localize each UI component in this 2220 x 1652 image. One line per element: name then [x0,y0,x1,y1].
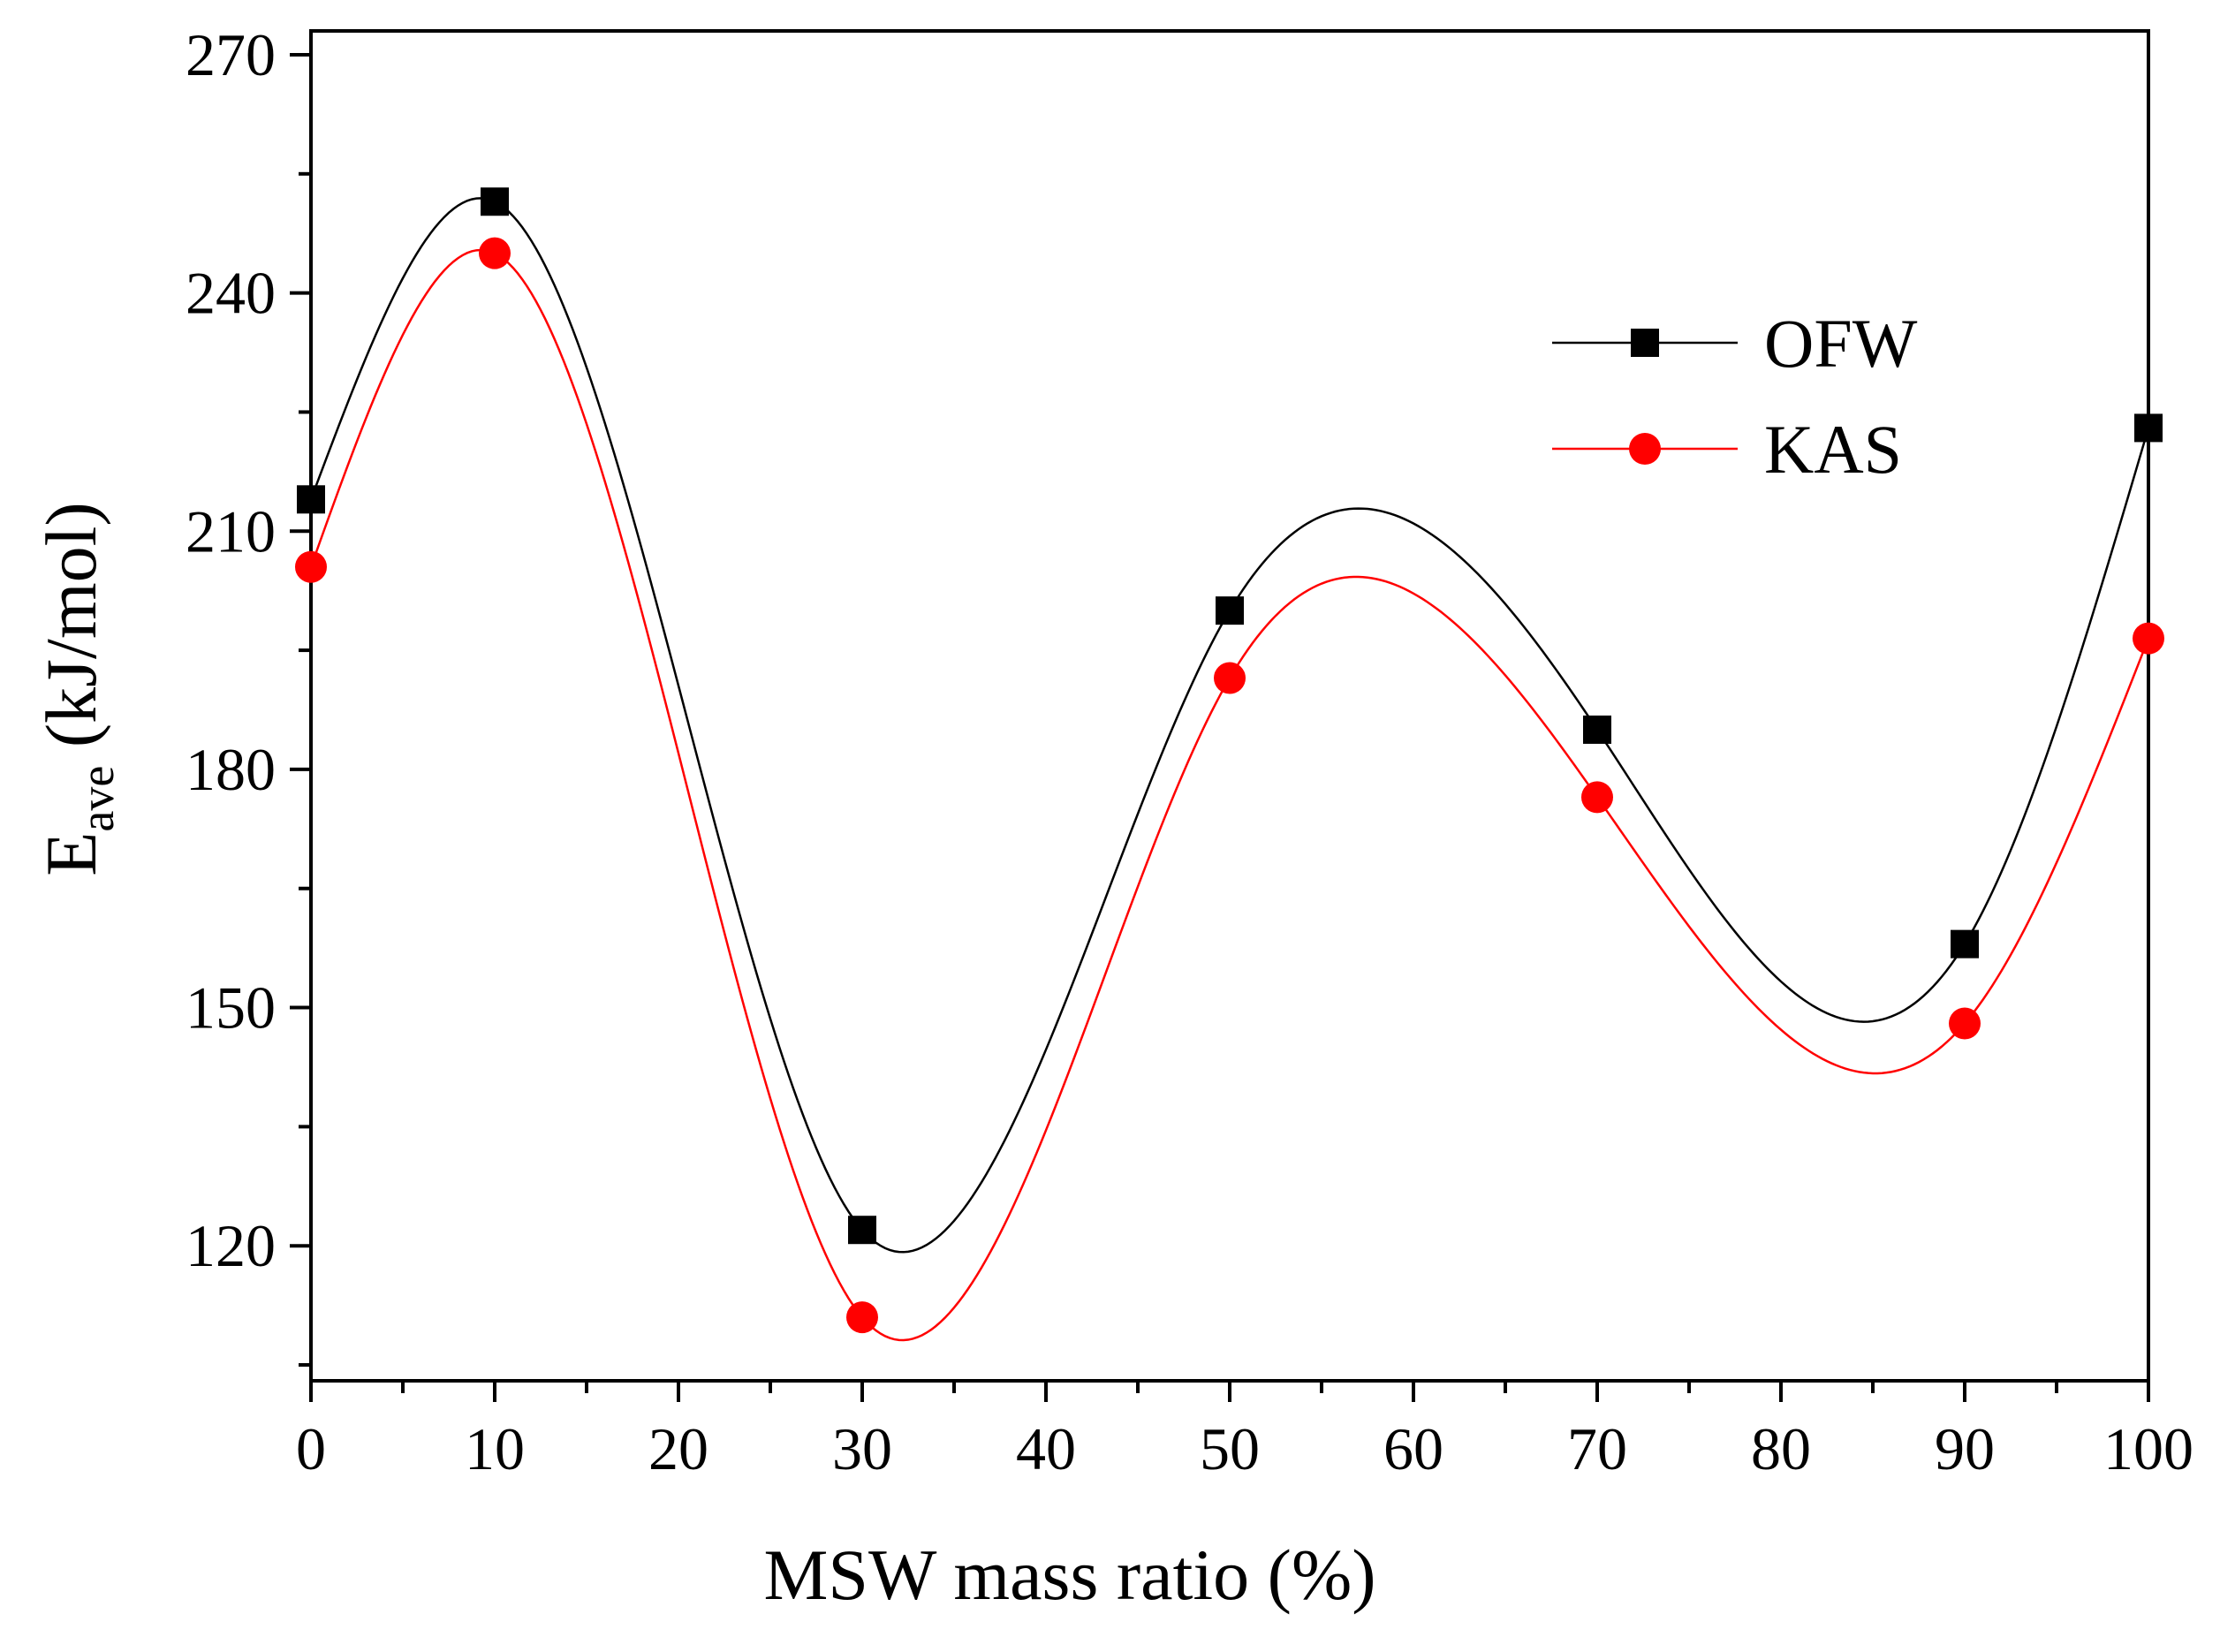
y-tick-label: 120 [186,1212,276,1279]
point-ofw [2134,413,2163,443]
point-ofw [1583,715,1611,744]
point-kas [479,237,511,269]
x-tick-label: 30 [832,1415,892,1482]
x-tick-label: 100 [2103,1415,2193,1482]
x-tick-label: 70 [1567,1415,1627,1482]
point-ofw [1216,596,1244,625]
point-kas [2133,622,2164,655]
x-tick-label: 0 [296,1415,326,1482]
point-ofw [1951,929,1979,959]
x-tick-label: 60 [1383,1415,1443,1482]
y-tick-label: 270 [186,21,276,88]
plot-frame [309,29,2150,1383]
point-ofw [481,187,509,216]
y-tick-label: 180 [186,736,276,803]
y-tick-label: 150 [186,974,276,1042]
x-tick-label: 50 [1200,1415,1260,1482]
legend-label-kas: KAS [1764,411,1902,488]
x-tick-label: 10 [465,1415,525,1482]
legend-label-ofw: OFW [1764,305,1918,382]
y-axis-title-main: E [31,832,111,876]
x-tick-label: 40 [1016,1415,1076,1482]
point-kas [846,1301,878,1334]
y-axis-title-subscript: ave [71,766,124,832]
x-axis-title: MSW mass ratio (%) [763,1535,1375,1615]
legend-marker-kas [1629,433,1661,465]
x-tick-label: 80 [1751,1415,1811,1482]
y-tick-label: 210 [186,497,276,565]
legend-marker-ofw [1631,329,1659,357]
point-ofw [297,485,325,514]
point-kas [1949,1007,1981,1040]
point-kas [1214,662,1246,694]
x-tick-label: 20 [648,1415,708,1482]
point-kas [1581,781,1613,814]
legend: OFW KAS [1552,305,1918,488]
y-axis-title: Eave (kJ/mol) [31,502,124,875]
y-tick-label: 240 [186,260,276,327]
axes: 0 10 20 30 40 50 60 70 80 90 100 120 150 180 210 240 270 [186,21,2193,1482]
point-ofw [848,1216,876,1245]
point-kas [295,550,327,583]
y-axis-title-unit: (kJ/mol) [31,502,111,765]
x-tick-label: 90 [1935,1415,1995,1482]
data-markers [295,187,2164,1334]
